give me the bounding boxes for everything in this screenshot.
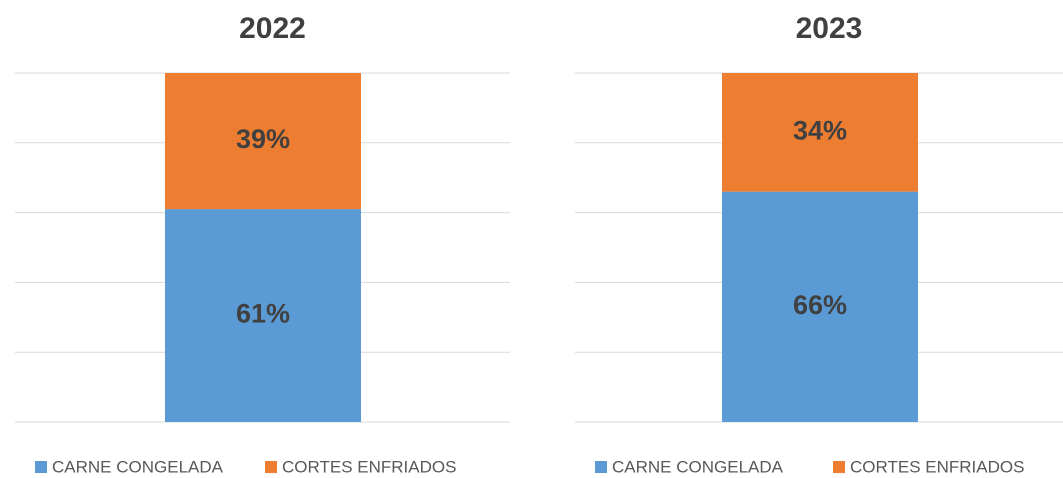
bar-segment	[165, 209, 361, 422]
data-label: 61%	[236, 299, 290, 329]
data-label: 39%	[236, 124, 290, 154]
legend-label: CARNE CONGELADA	[612, 457, 784, 476]
legend-swatch	[35, 461, 47, 473]
bar-segment	[165, 73, 361, 210]
legend-label: CARNE CONGELADA	[52, 457, 224, 476]
legend-label: CORTES ENFRIADOS	[282, 457, 456, 476]
chart-title: 2022	[239, 12, 306, 45]
bar-segment	[722, 191, 918, 422]
legend-swatch	[595, 461, 607, 473]
legend-swatch	[265, 461, 277, 473]
bar-segment	[722, 73, 918, 192]
legend-swatch	[833, 461, 845, 473]
chart-title: 2023	[796, 12, 863, 45]
data-label: 66%	[793, 290, 847, 320]
legend-label: CORTES ENFRIADOS	[850, 457, 1024, 476]
data-label: 34%	[793, 115, 847, 145]
